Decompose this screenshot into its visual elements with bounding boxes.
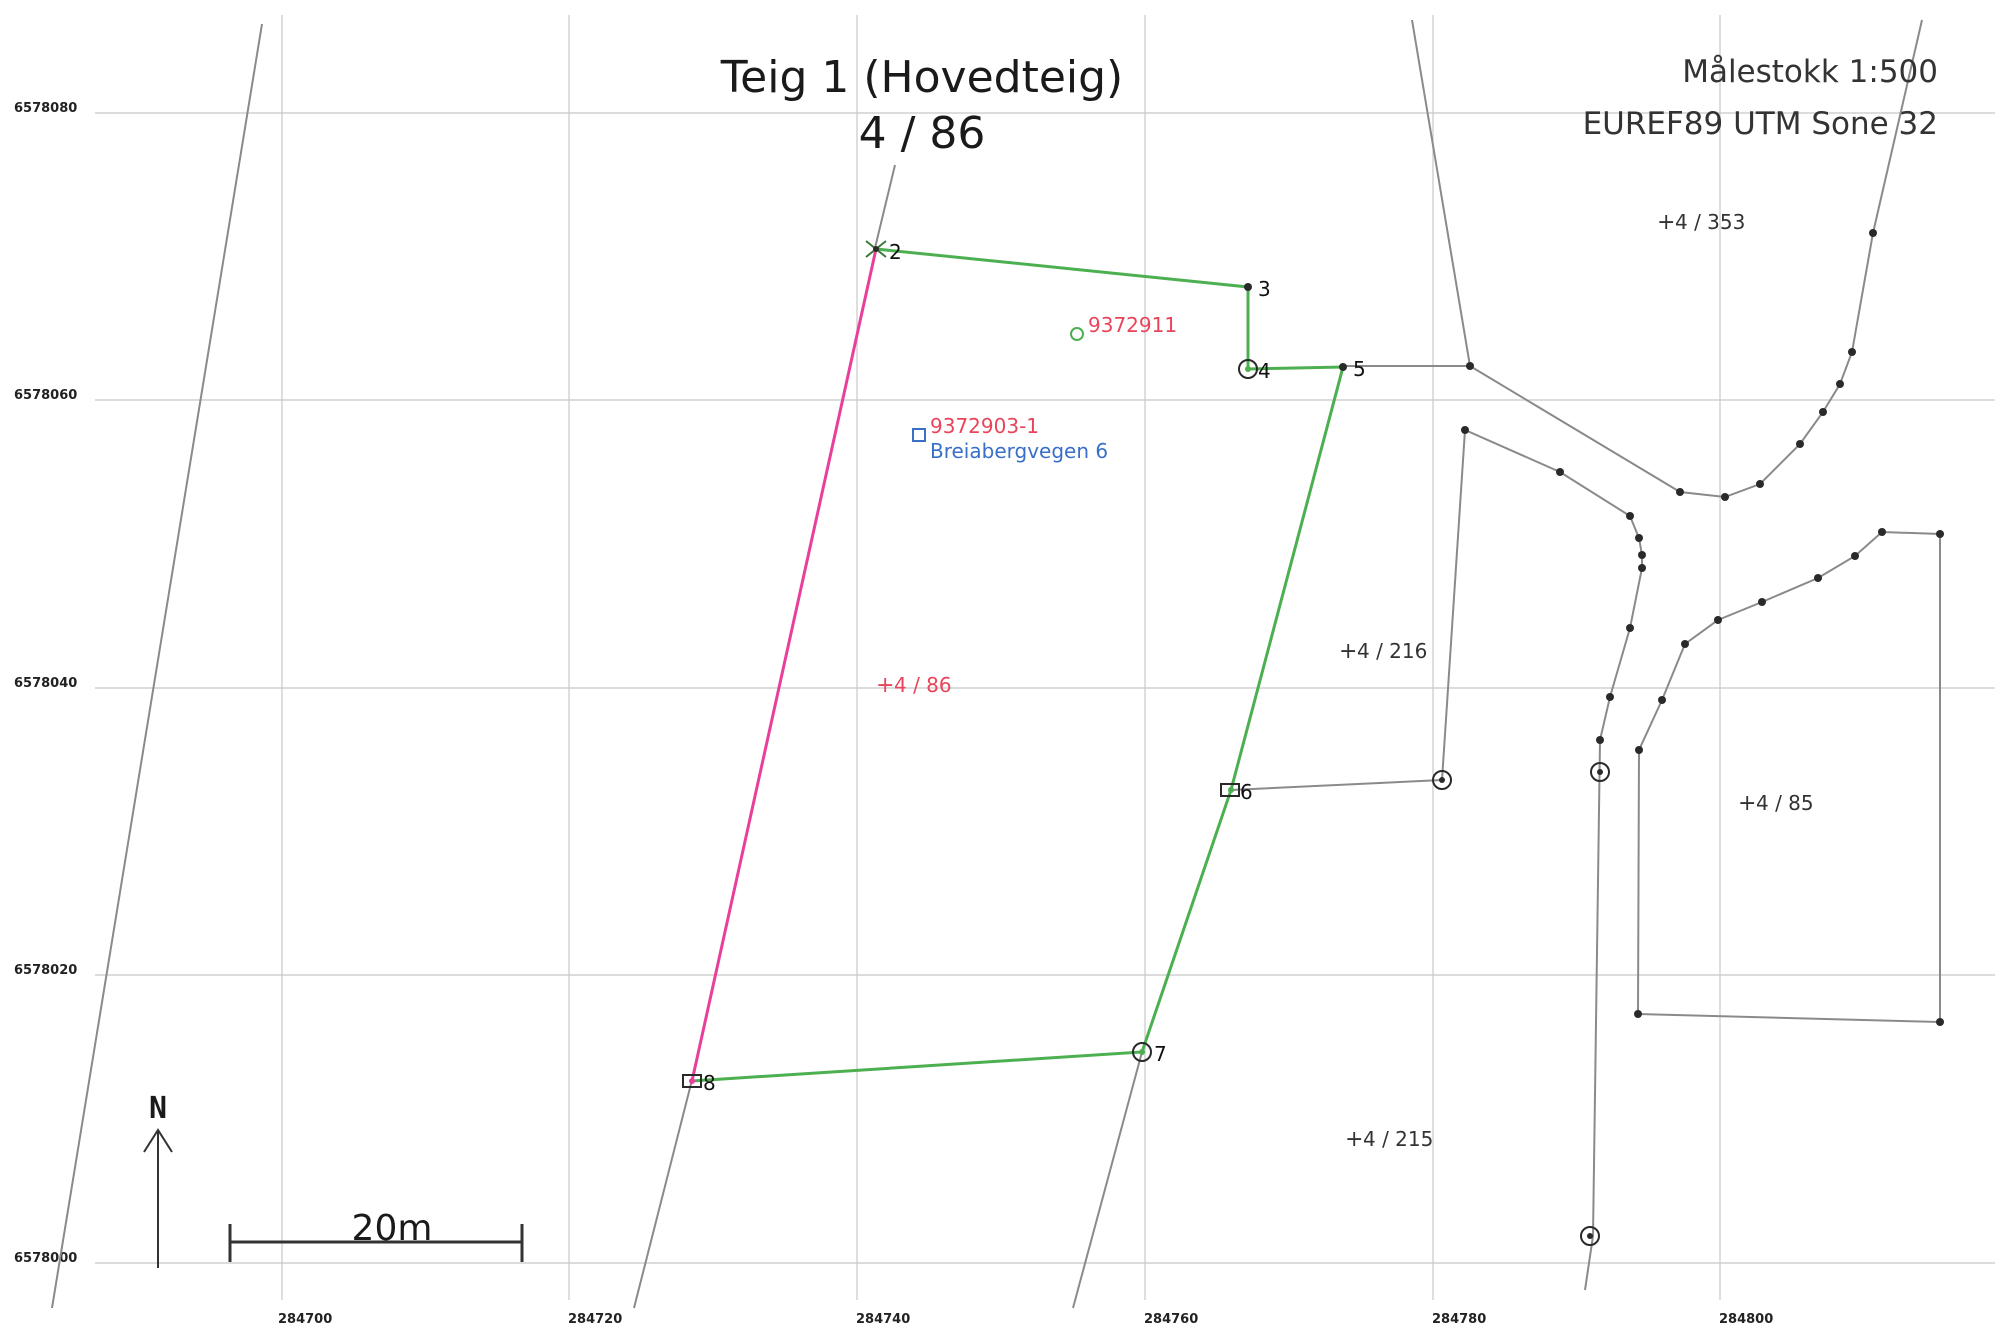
boundary-point-3-label: 3: [1258, 277, 1271, 301]
y-label-6578040: 6578040: [14, 676, 77, 691]
x-label-284740: 284740: [856, 1312, 910, 1327]
x-axis-labels: 284700 284720 284740 284760 284780 28480…: [278, 1312, 1773, 1327]
scale-bar-label: 20m: [352, 1208, 433, 1249]
parcel-label-4-215: 4 / 215: [1363, 1127, 1433, 1151]
scale-bar: 20m: [228, 1208, 524, 1262]
boundary-point-4-label: 4: [1258, 359, 1271, 383]
neighbour-boundaries: [51, 19, 1941, 1309]
x-label-284700: 284700: [278, 1312, 332, 1327]
building-icon: [912, 428, 926, 442]
building-id: 9372903-1: [930, 414, 1039, 438]
plus-icon: +: [1345, 1127, 1363, 1152]
boundary-point-2-marker: [865, 240, 887, 258]
survey-point-icon: [1070, 327, 1084, 341]
parcel-label-4-85: 4 / 85: [1756, 791, 1814, 815]
north-label: N: [149, 1091, 167, 1126]
boundary-edge-pink: [690, 248, 878, 1082]
x-label-284780: 284780: [1432, 1312, 1486, 1327]
parcel-label-4-353: 4 / 353: [1675, 210, 1745, 234]
y-label-6578020: 6578020: [14, 963, 77, 978]
plus-icon: +: [1339, 639, 1357, 664]
parcel-label-4-86: 4 / 86: [894, 673, 952, 697]
map-features: 9372911 9372903-1 Breiabergvegen 6: [912, 313, 1177, 463]
neighbour-vertices: [1432, 229, 1944, 1246]
title-line-1: Teig 1 (Hovedteig): [720, 52, 1123, 103]
address-label: Breiabergvegen 6: [930, 439, 1108, 463]
boundary-point-2-label: 2: [889, 240, 902, 264]
map-info: Målestokk 1:500 EUREF89 UTM Sone 32: [1583, 54, 1938, 142]
y-label-6578080: 6578080: [14, 101, 77, 116]
plus-icon: +: [876, 673, 894, 698]
survey-point-id: 9372911: [1088, 313, 1177, 337]
boundary-point-5-marker: [1339, 363, 1347, 371]
boundary-point-7-label: 7: [1154, 1042, 1167, 1066]
scale-text: Målestokk 1:500: [1682, 54, 1938, 90]
parcel-label-4-216: 4 / 216: [1357, 639, 1427, 663]
y-label-6578000: 6578000: [14, 1251, 77, 1266]
boundary-point-8-label: 8: [703, 1071, 716, 1095]
y-label-6578060: 6578060: [14, 388, 77, 403]
boundary-point-6-marker: [1220, 783, 1240, 797]
north-arrow-icon: N: [143, 1091, 173, 1268]
x-label-284800: 284800: [1719, 1312, 1773, 1327]
boundary-point-6-label: 6: [1240, 780, 1253, 804]
crs-text: EUREF89 UTM Sone 32: [1583, 106, 1938, 142]
parcel-labels: + 4 / 353 + 4 / 216 + 4 / 85 + 4 / 215 +…: [876, 210, 1814, 1152]
boundary-point-7-marker: [1132, 1042, 1152, 1062]
y-axis-labels: 6578080 6578060 6578040 6578020 6578000: [14, 101, 77, 1266]
boundary-point-3-marker: [1244, 283, 1252, 291]
boundary-point-5-label: 5: [1353, 357, 1366, 381]
x-label-284760: 284760: [1144, 1312, 1198, 1327]
coordinate-grid: [95, 15, 1995, 1300]
map-title: Teig 1 (Hovedteig) 4 / 86: [720, 52, 1123, 159]
plus-icon: +: [1657, 210, 1675, 235]
boundary-point-8-marker: [682, 1074, 702, 1088]
x-label-284720: 284720: [568, 1312, 622, 1327]
boundary-point-4-marker: [1238, 359, 1258, 379]
boundary-points: 2 3 4 5 6 7 8: [682, 240, 1366, 1095]
title-line-2: 4 / 86: [859, 108, 986, 159]
plus-icon: +: [1738, 791, 1756, 816]
